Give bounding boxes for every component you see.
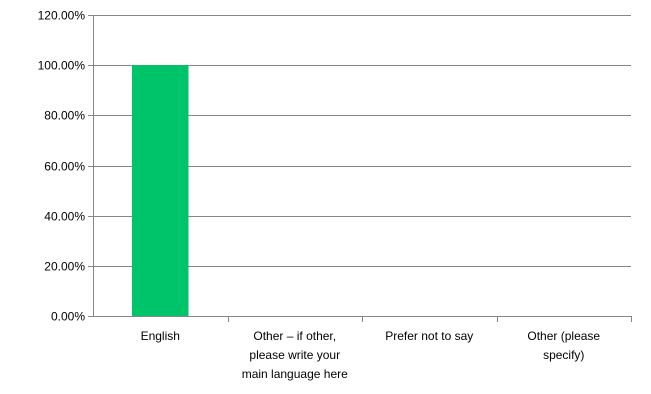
bars (132, 65, 189, 317)
x-category-label-line: Other (please (527, 329, 600, 343)
y-tick-label: 60.00% (44, 160, 85, 174)
axes (93, 15, 632, 322)
y-tick-label: 0.00% (51, 310, 85, 324)
x-category-label-line: English (141, 329, 180, 343)
x-category-label: Other – if other, please write your main l… (242, 329, 348, 381)
x-category-label: Prefer not to say (385, 329, 473, 343)
y-tick-label: 100.00% (38, 59, 86, 73)
y-tick-label: 120.00% (38, 9, 86, 23)
y-tick-label: 80.00% (44, 109, 85, 123)
y-tick-label: 20.00% (44, 260, 85, 274)
x-category-label-line: please write your (249, 348, 340, 362)
x-category-label-line: specify) (543, 348, 584, 362)
x-category-label: English (141, 329, 180, 343)
x-category-label-line: Prefer not to say (385, 329, 473, 343)
x-category-label-line: Other – if other, (253, 329, 336, 343)
y-axis-tick-labels: 0.00% 20.00% 40.00% 60.00% 80.00% 100.00% 120.… (38, 9, 86, 324)
x-category-label-line: main language here (242, 367, 348, 381)
x-axis-category-labels: English Other – if other, please write you… (141, 329, 601, 381)
bar (132, 65, 189, 317)
x-category-label: Other (please specify) (527, 329, 600, 362)
y-tick-label: 40.00% (44, 210, 85, 224)
